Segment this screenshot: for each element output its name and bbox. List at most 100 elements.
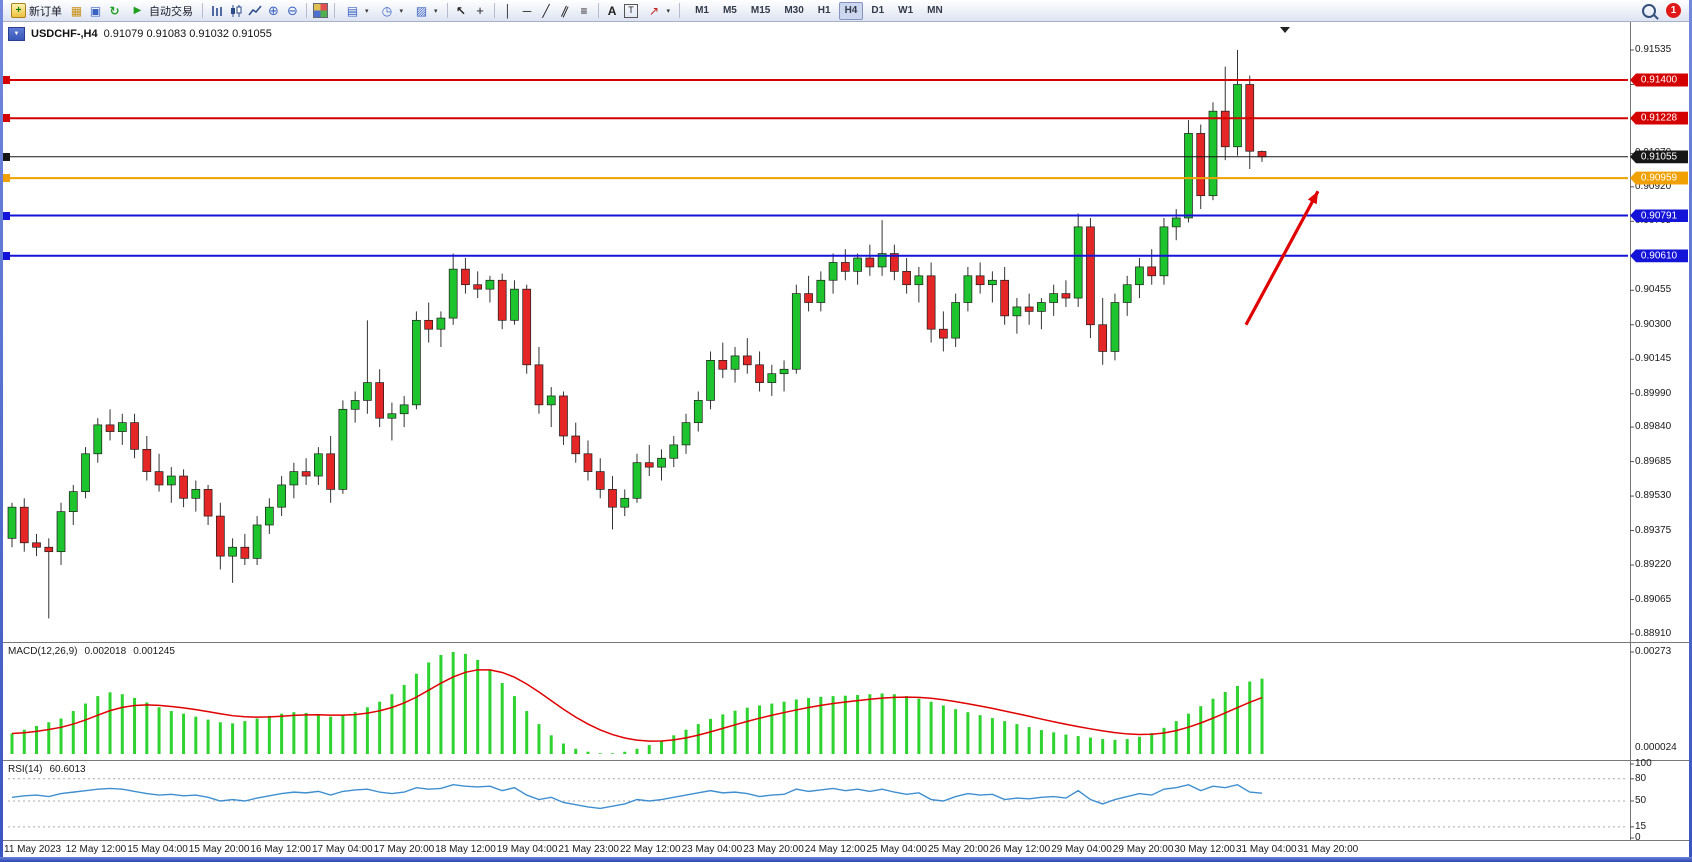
chevron-down-icon: ▾: [365, 7, 369, 15]
time-label[interactable]: 29 May 04:00: [1051, 844, 1112, 855]
templates-button[interactable]: ▨ ▾: [409, 2, 442, 20]
text-label-tool-icon[interactable]: T: [623, 2, 640, 19]
text-tool-icon[interactable]: A: [607, 3, 617, 18]
zoom-out-icon[interactable]: ⊖: [287, 3, 298, 18]
vertical-line-tool-icon[interactable]: │: [504, 3, 512, 18]
time-label[interactable]: 23 May 20:00: [743, 844, 804, 855]
tile-windows-icon[interactable]: [312, 2, 329, 19]
notification-badge[interactable]: 1: [1666, 3, 1681, 18]
toolbar-separator: [493, 3, 495, 18]
refresh-icon[interactable]: ↻: [109, 3, 120, 18]
timeframe-D1[interactable]: D1: [871, 5, 885, 16]
search-icon[interactable]: [1642, 3, 1659, 20]
price-tick-0.90455[interactable]: 0.90455: [1635, 284, 1672, 296]
macd-signal-value: 0.001245: [133, 646, 175, 657]
trend-arrow-head: [1307, 191, 1318, 205]
time-label[interactable]: 25 May 04:00: [866, 844, 927, 855]
time-label[interactable]: 12 May 12:00: [65, 844, 127, 855]
price-tick-0.89685[interactable]: 0.89685: [1635, 455, 1672, 467]
price-tick-0.90920[interactable]: 0.90920: [1635, 180, 1672, 192]
price-tick-0.89220[interactable]: 0.89220: [1635, 559, 1672, 571]
auto-trading-button[interactable]: ▶ 自动交易: [125, 2, 197, 20]
time-label[interactable]: 17 May 20:00: [373, 844, 435, 855]
trendline-tool-icon[interactable]: ╱: [542, 3, 550, 18]
auto-trading-play-icon: ▶: [133, 4, 142, 16]
rsi-tick-80: 80: [1635, 772, 1647, 784]
price-level-label-0.90610: 0.90610: [1630, 249, 1688, 263]
toolbar-separator: [679, 3, 681, 18]
price-tick-0.89375[interactable]: 0.89375: [1635, 524, 1672, 536]
time-label[interactable]: 16 May 12:00: [250, 844, 311, 855]
price-tick-0.89840[interactable]: 0.89840: [1635, 421, 1672, 433]
zoom-in-icon[interactable]: ⊕: [268, 3, 279, 18]
price-tick-0.91535[interactable]: 0.91535: [1635, 44, 1672, 55]
timeframe-W1[interactable]: W1: [898, 5, 914, 16]
time-label[interactable]: 15 May 04:00: [127, 844, 188, 855]
time-label[interactable]: 31 May 20:00: [1297, 844, 1359, 855]
chart-dropdown-icon[interactable]: ▼: [8, 27, 25, 41]
periods-button[interactable]: ◷ ▾: [375, 2, 408, 20]
price-tick-0.88910[interactable]: 0.88910: [1635, 628, 1672, 639]
timeframe-M1[interactable]: M1: [695, 5, 709, 16]
fibonacci-tool-icon[interactable]: ≡: [580, 3, 588, 18]
macd-layer: [10, 652, 1264, 754]
time-label[interactable]: 23 May 04:00: [681, 844, 743, 855]
market-watch-icon[interactable]: ▦: [70, 3, 83, 18]
time-label[interactable]: 21 May 23:00: [558, 844, 619, 855]
time-label[interactable]: 22 May 12:00: [620, 844, 681, 855]
time-label[interactable]: 30 May 12:00: [1174, 844, 1235, 855]
window-frame: [0, 0, 3, 862]
chart-symbol-period: USDCHF-,H4: [31, 28, 98, 40]
time-label[interactable]: 24 May 12:00: [804, 844, 866, 855]
toolbar-separator: [202, 3, 203, 18]
rsi-header: RSI(14) 60.6013: [8, 764, 86, 775]
profiles-icon[interactable]: ▣: [89, 3, 102, 18]
crosshair-tool-icon[interactable]: +: [476, 3, 484, 18]
time-label[interactable]: 17 May 04:00: [312, 844, 373, 855]
toolbar-separator: [334, 3, 335, 18]
time-label[interactable]: 25 May 20:00: [928, 844, 989, 855]
new-order-button[interactable]: + 新订单: [7, 2, 66, 20]
time-label[interactable]: 11 May 2023: [4, 844, 62, 855]
price-tick-0.89990[interactable]: 0.89990: [1635, 387, 1672, 399]
chart-ohlc-quote: 0.91079 0.91083 0.91032 0.91055: [103, 28, 272, 40]
line-chart-icon[interactable]: [246, 2, 263, 19]
chevron-down-icon: ▾: [666, 7, 671, 15]
rsi-line: [11, 783, 1263, 810]
time-label[interactable]: 26 May 12:00: [989, 844, 1051, 855]
price-tick-0.90300[interactable]: 0.90300: [1635, 318, 1672, 330]
trend-arrow[interactable]: [1244, 190, 1320, 326]
price-level-label-0.90791: 0.90791: [1630, 209, 1688, 223]
time-label[interactable]: 18 May 12:00: [435, 844, 496, 855]
horizontal-line-tool-icon[interactable]: ─: [522, 3, 532, 18]
new-chart-button[interactable]: ▤ ▾: [340, 2, 373, 20]
bar-chart-icon[interactable]: [208, 2, 225, 19]
timeframe-MN[interactable]: MN: [927, 5, 943, 16]
timeframe-H1[interactable]: H1: [817, 5, 831, 16]
new-order-label: 新订单: [29, 5, 62, 18]
cursor-tool-icon[interactable]: ↖: [456, 3, 467, 18]
scroll-to-end-marker[interactable]: [1280, 27, 1290, 33]
arrows-tool-button[interactable]: ↗ ▾: [642, 2, 675, 20]
price-tick-0.90145[interactable]: 0.90145: [1635, 353, 1672, 365]
window-frame: [0, 857, 1692, 862]
price-level-label-0.91400: 0.91400: [1630, 73, 1688, 87]
price-tick-0.89530[interactable]: 0.89530: [1635, 490, 1672, 502]
arrow-tool-icon: ↗: [649, 3, 660, 18]
candlestick-chart-icon[interactable]: [227, 2, 244, 19]
window-frame: [1689, 0, 1692, 862]
channel-tool-icon[interactable]: ∥: [559, 2, 571, 19]
timeframe-M5[interactable]: M5: [722, 5, 737, 16]
timeframe-M30[interactable]: M30: [784, 5, 804, 16]
timeframe-H4[interactable]: H4: [838, 1, 864, 20]
auto-trading-label: 自动交易: [149, 5, 193, 18]
price-tick-0.89065[interactable]: 0.89065: [1635, 593, 1672, 605]
time-label[interactable]: 19 May 04:00: [496, 844, 558, 855]
time-label[interactable]: 29 May 20:00: [1112, 844, 1174, 855]
macd-max-tick: 0.00273: [1635, 646, 1672, 657]
timeframe-M15[interactable]: M15: [750, 5, 771, 16]
time-label[interactable]: 31 May 04:00: [1236, 844, 1297, 855]
time-label[interactable]: 15 May 20:00: [188, 844, 250, 855]
